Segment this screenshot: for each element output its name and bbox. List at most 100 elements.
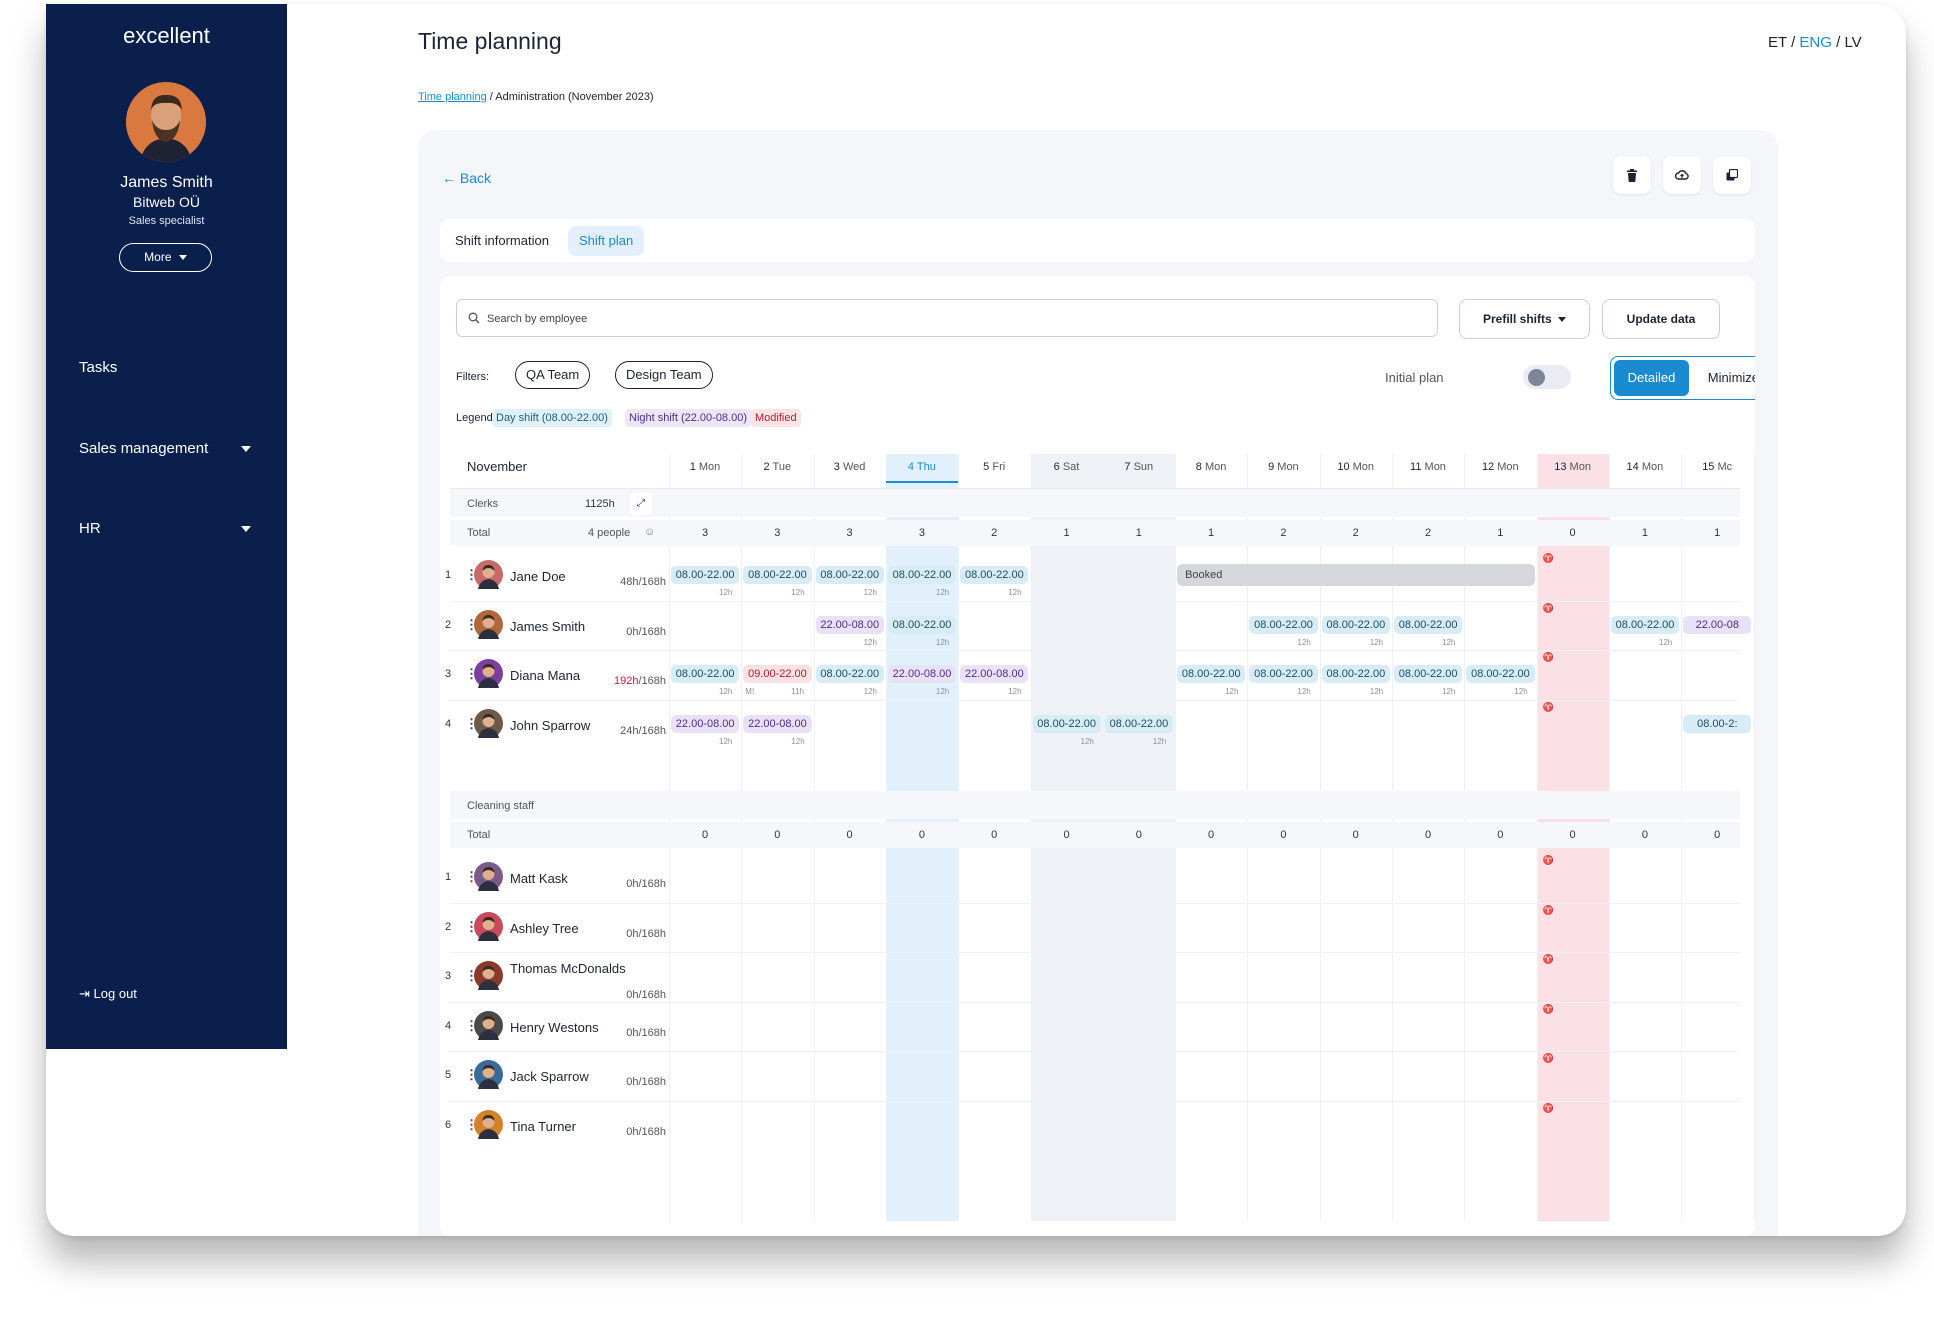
day-header[interactable]: 10 Mon xyxy=(1320,461,1392,473)
copy-button[interactable] xyxy=(1713,156,1751,194)
day-header[interactable]: 1 Mon xyxy=(669,461,741,473)
employee-name[interactable]: James Smith xyxy=(510,618,586,634)
shift-pill[interactable]: 08.00-22.00 xyxy=(960,566,1029,584)
shift-pill[interactable]: 08.00-22.00 xyxy=(671,566,740,584)
view-minimized-button[interactable]: Minimized xyxy=(1707,370,1755,385)
employee-name[interactable]: Jack Sparrow xyxy=(510,1069,589,1084)
shift-pill[interactable]: 08.00-22.00 xyxy=(1394,615,1463,634)
cloud-upload-button[interactable] xyxy=(1663,156,1701,194)
shift-pill[interactable]: 08.00-22.00 xyxy=(815,665,884,683)
employee-avatar[interactable] xyxy=(474,911,503,941)
shift-pill[interactable]: 22.00-08.00 xyxy=(815,615,884,634)
day-header[interactable]: 7 Sun xyxy=(1103,461,1175,473)
day-header[interactable]: 2 Tue xyxy=(741,461,813,473)
shift-pill[interactable]: 08.00-22.00 xyxy=(887,615,957,634)
shift-pill[interactable]: 08.00-22.00 xyxy=(743,566,812,584)
tab-shift-plan[interactable]: Shift plan xyxy=(568,226,645,256)
employee-avatar[interactable] xyxy=(474,1010,503,1040)
avatar-face-icon xyxy=(478,966,499,990)
employee-avatar[interactable] xyxy=(474,609,503,639)
expand-icon[interactable]: ⤢ xyxy=(630,493,652,515)
employee-avatar[interactable] xyxy=(474,1060,503,1089)
employee-name[interactable]: Thomas McDonalds xyxy=(510,961,626,976)
shift-pill[interactable]: 09.00-22.00 xyxy=(743,665,812,683)
day-header[interactable]: 8 Mon xyxy=(1175,461,1247,473)
day-header[interactable]: 12 Mon xyxy=(1464,461,1536,473)
shift-duration: 12h xyxy=(935,687,950,696)
nav-hr-label: HR xyxy=(79,520,101,537)
shift-pill[interactable]: 22.00-08.00 xyxy=(671,714,740,733)
day-header[interactable]: 9 Mon xyxy=(1247,461,1319,473)
employee-name[interactable]: Henry Westons xyxy=(510,1019,599,1035)
day-header[interactable]: 13 Mon xyxy=(1537,461,1609,473)
shift-pill[interactable]: 22.00-08.00 xyxy=(887,665,957,683)
day-header[interactable]: 11 Mon xyxy=(1392,461,1464,473)
shift-pill[interactable]: 08.00-22.00 xyxy=(887,566,957,584)
employee-avatar[interactable] xyxy=(474,659,503,688)
day-header[interactable]: 14 Mon xyxy=(1609,461,1681,473)
shift-pill[interactable]: 22.00-08 xyxy=(1683,615,1752,634)
caret-down-icon xyxy=(178,255,187,261)
shift-pill[interactable]: 08.00-22.00 xyxy=(815,566,884,584)
lang-et[interactable]: ET xyxy=(1768,34,1787,51)
shift-pill[interactable]: 08.00-2: xyxy=(1683,714,1752,733)
employee-avatar[interactable] xyxy=(474,961,503,990)
employee-avatar[interactable] xyxy=(474,862,503,891)
nav-item-hr[interactable]: HR xyxy=(79,520,251,537)
delete-button[interactable] xyxy=(1613,156,1651,194)
day-header[interactable]: 3 Wed xyxy=(814,461,886,473)
trash-icon xyxy=(1627,168,1637,182)
day-header[interactable]: 6 Sat xyxy=(1031,461,1103,473)
shift-pill[interactable]: 08.00-22.00 xyxy=(1249,615,1318,634)
employee-avatar[interactable] xyxy=(474,708,503,738)
shift-duration: 11h xyxy=(791,687,805,696)
lang-eng[interactable]: ENG xyxy=(1799,34,1832,51)
shift-pill[interactable]: 08.00-22.00 xyxy=(1610,615,1680,634)
search-input[interactable]: Search by employee xyxy=(456,299,1438,337)
day-weekday: Mon xyxy=(695,461,721,473)
employee-name[interactable]: Tina Turner xyxy=(510,1118,576,1134)
employee-avatar[interactable] xyxy=(474,560,503,589)
employee-name[interactable]: Diana Mana xyxy=(510,668,581,683)
more-button[interactable]: More xyxy=(119,243,212,272)
group-people-count: 4 people xyxy=(588,527,631,539)
nav-item-sales-management[interactable]: Sales management xyxy=(79,440,251,457)
shift-duration: 12h xyxy=(1442,637,1456,647)
update-data-button[interactable]: Update data xyxy=(1602,299,1720,339)
shift-pill[interactable]: 08.00-22.00 xyxy=(1249,665,1318,683)
back-button[interactable]: ← Back xyxy=(442,170,491,186)
nav-item-tasks[interactable]: Tasks xyxy=(79,359,117,376)
day-header[interactable]: 4 Thu xyxy=(886,461,958,473)
day-header[interactable]: 5 Fri xyxy=(958,461,1030,473)
employee-name[interactable]: John Sparrow xyxy=(510,717,591,733)
tab-shift-information[interactable]: Shift information xyxy=(455,233,549,248)
shift-pill[interactable]: 08.00-22.00 xyxy=(1466,665,1535,683)
filter-chip-design-team[interactable]: Design Team xyxy=(615,361,713,389)
day-total-count: 2 xyxy=(1280,527,1287,539)
shift-pill[interactable]: 08.00-22.00 xyxy=(1321,615,1390,634)
shift-pill[interactable]: 08.00-22.00 xyxy=(1394,665,1463,683)
booked-block[interactable]: Booked xyxy=(1177,564,1535,586)
day-header[interactable]: 15 Mc xyxy=(1681,461,1753,473)
max-hours: /168h xyxy=(638,675,666,687)
employee-name[interactable]: Jane Doe xyxy=(510,569,566,584)
logout-link[interactable]: ⇥ Log out xyxy=(79,986,137,1002)
shift-pill[interactable]: 08.00-22.00 xyxy=(671,665,740,683)
shift-pill[interactable]: 08.00-22.00 xyxy=(1177,665,1246,683)
avatar-face-icon xyxy=(478,1065,499,1089)
prefill-shifts-button[interactable]: Prefill shifts xyxy=(1459,299,1590,339)
shift-pill[interactable]: 22.00-08.00 xyxy=(743,714,812,733)
view-detailed-button[interactable]: Detailed xyxy=(1614,360,1689,396)
shift-pill[interactable]: 08.00-22.00 xyxy=(1032,714,1101,733)
initial-plan-toggle[interactable] xyxy=(1523,365,1571,389)
shift-pill[interactable]: 22.00-08.00 xyxy=(960,665,1029,683)
filter-chip-qa-team[interactable]: QA Team xyxy=(515,361,591,389)
employee-name[interactable]: Ashley Tree xyxy=(510,920,579,936)
shift-pill[interactable]: 08.00-22.00 xyxy=(1104,714,1174,733)
user-avatar[interactable] xyxy=(126,82,206,162)
employee-avatar[interactable] xyxy=(474,1109,503,1139)
employee-name[interactable]: Matt Kask xyxy=(510,871,568,886)
lang-lv[interactable]: LV xyxy=(1844,34,1862,51)
breadcrumb-link-time-planning[interactable]: Time planning xyxy=(418,91,487,103)
shift-pill[interactable]: 08.00-22.00 xyxy=(1321,665,1390,683)
